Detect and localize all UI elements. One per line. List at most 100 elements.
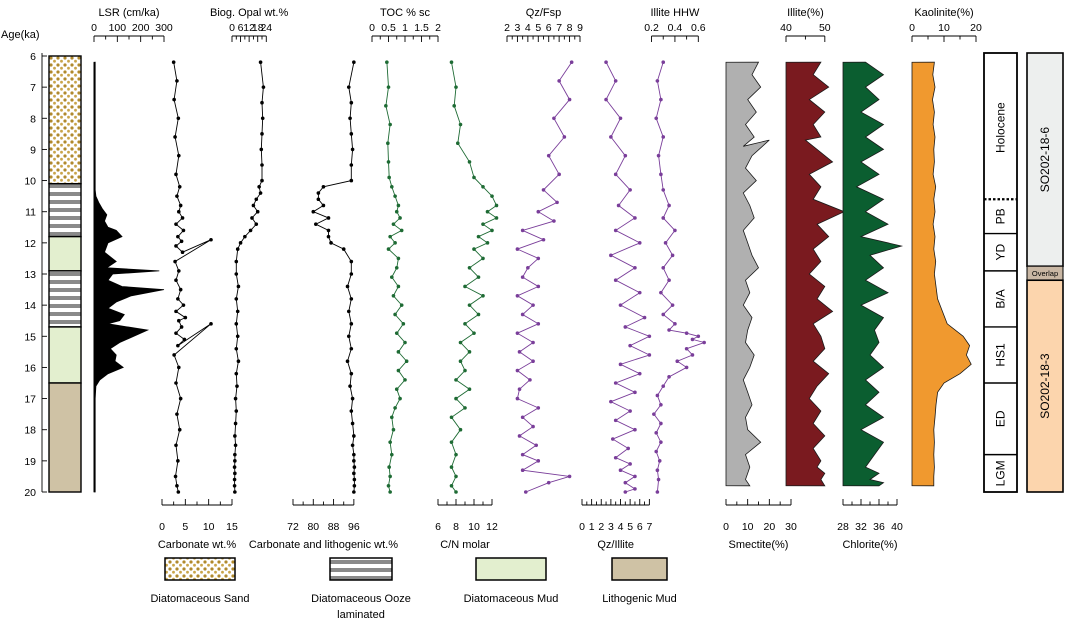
panel-tick-label: 18 — [252, 22, 264, 34]
series-point — [176, 116, 181, 121]
core-overlap-label: Overlap — [1032, 269, 1058, 278]
series-area — [93, 61, 165, 493]
series-point — [673, 228, 677, 233]
series-point — [656, 153, 661, 158]
age-tick-label: 9 — [30, 144, 36, 156]
period-label: PB — [994, 208, 1008, 224]
series-point — [520, 468, 525, 473]
series-point — [349, 163, 354, 167]
legend-swatch — [164, 557, 236, 581]
series-line — [173, 62, 212, 493]
series-point — [174, 278, 178, 283]
series-point — [659, 421, 663, 426]
series-point — [345, 359, 350, 364]
series-point — [234, 272, 239, 276]
series-point — [702, 340, 706, 345]
age-tick-label: 20 — [24, 487, 36, 499]
panel-tick-label: 28 — [837, 521, 849, 533]
series-point — [174, 222, 178, 226]
panel-tick-label: 0 — [909, 22, 915, 34]
series-point — [467, 350, 472, 354]
panel-title: Carbonate and lithogenic wt.% — [249, 539, 398, 551]
series-point — [618, 303, 623, 307]
core-label: SO202-18-6 — [1038, 127, 1052, 193]
series-point — [675, 359, 680, 364]
series-line — [516, 61, 573, 493]
panel-tick-label: 3 — [515, 22, 521, 34]
age-ticks: 6 7 8 9 10 11 12 13 14 15 16 17 18 19 20 — [24, 51, 47, 499]
series-point — [546, 480, 551, 485]
series-point — [654, 431, 659, 435]
series-point — [515, 331, 520, 335]
series-point — [458, 122, 463, 127]
series-point — [536, 209, 541, 214]
panel-toc: 0 0.5 1 1.5 2 TOC % sc — [369, 7, 441, 494]
panel-tick-label: 7 — [556, 22, 562, 34]
series-point — [613, 418, 618, 423]
series-point — [349, 409, 354, 413]
series-point — [536, 459, 541, 463]
series-point — [346, 334, 351, 339]
series-point — [661, 135, 666, 139]
panel-carbonate: 0 5 10 15 Carbonate wt.% — [158, 60, 238, 551]
series-point — [618, 362, 623, 367]
series-point — [349, 100, 354, 105]
series-point — [654, 116, 659, 121]
series-point — [341, 247, 346, 251]
series-point — [391, 294, 396, 298]
series-point — [384, 104, 388, 108]
panel-carbonate-and-lithogenic: 72 80 88 96 Carbonate and lithogenic wt.% — [249, 60, 398, 551]
series-point — [569, 60, 574, 65]
panel-tick-label: 100 — [109, 22, 127, 34]
lithology-unit — [48, 182, 82, 238]
series-point — [234, 322, 239, 326]
series-point — [311, 209, 316, 214]
series-line — [605, 61, 651, 493]
legend-swatch — [611, 557, 668, 581]
series-point — [258, 60, 263, 65]
series-area — [785, 61, 846, 487]
series-point — [633, 474, 637, 479]
series-point — [633, 265, 637, 270]
panel-title: Illite HHW — [650, 7, 700, 19]
legend-label: Diatomaceous Sand — [150, 593, 249, 605]
series-point — [352, 452, 356, 457]
series-point — [260, 132, 264, 136]
series-point — [174, 331, 178, 335]
series-point — [350, 443, 355, 448]
lithology-unit — [48, 270, 82, 328]
age-tick-label: 19 — [24, 456, 36, 468]
series-point — [654, 449, 659, 454]
series-point — [613, 172, 618, 177]
series-point — [321, 185, 326, 189]
series-point — [172, 353, 176, 357]
series-point — [174, 172, 178, 177]
series-point — [684, 365, 689, 370]
series-point — [329, 241, 333, 245]
series-point — [236, 359, 241, 364]
series-point — [637, 290, 642, 295]
panel-tick-label: 5 — [535, 22, 541, 34]
series-point — [386, 247, 391, 251]
series-point — [696, 334, 701, 339]
series-point — [175, 483, 179, 488]
series-point — [523, 490, 528, 494]
panel-title: Qz/Illite — [597, 539, 634, 551]
panel-tick-label: 10 — [203, 521, 215, 533]
series-point — [178, 287, 183, 292]
panel-tick-label: 0.4 — [668, 22, 683, 34]
panel-tick-label: 72 — [287, 521, 299, 533]
series-point — [552, 219, 556, 223]
series-line — [653, 62, 706, 493]
period-label: Holocene — [994, 102, 1008, 153]
series-point — [661, 188, 666, 192]
legend-label: Diatomaceous Ooze — [311, 593, 411, 605]
series-point — [350, 147, 355, 152]
panel-tick-label: 2 — [504, 22, 510, 34]
series-point — [243, 234, 247, 239]
series-point — [174, 381, 178, 385]
series-point — [557, 172, 561, 177]
